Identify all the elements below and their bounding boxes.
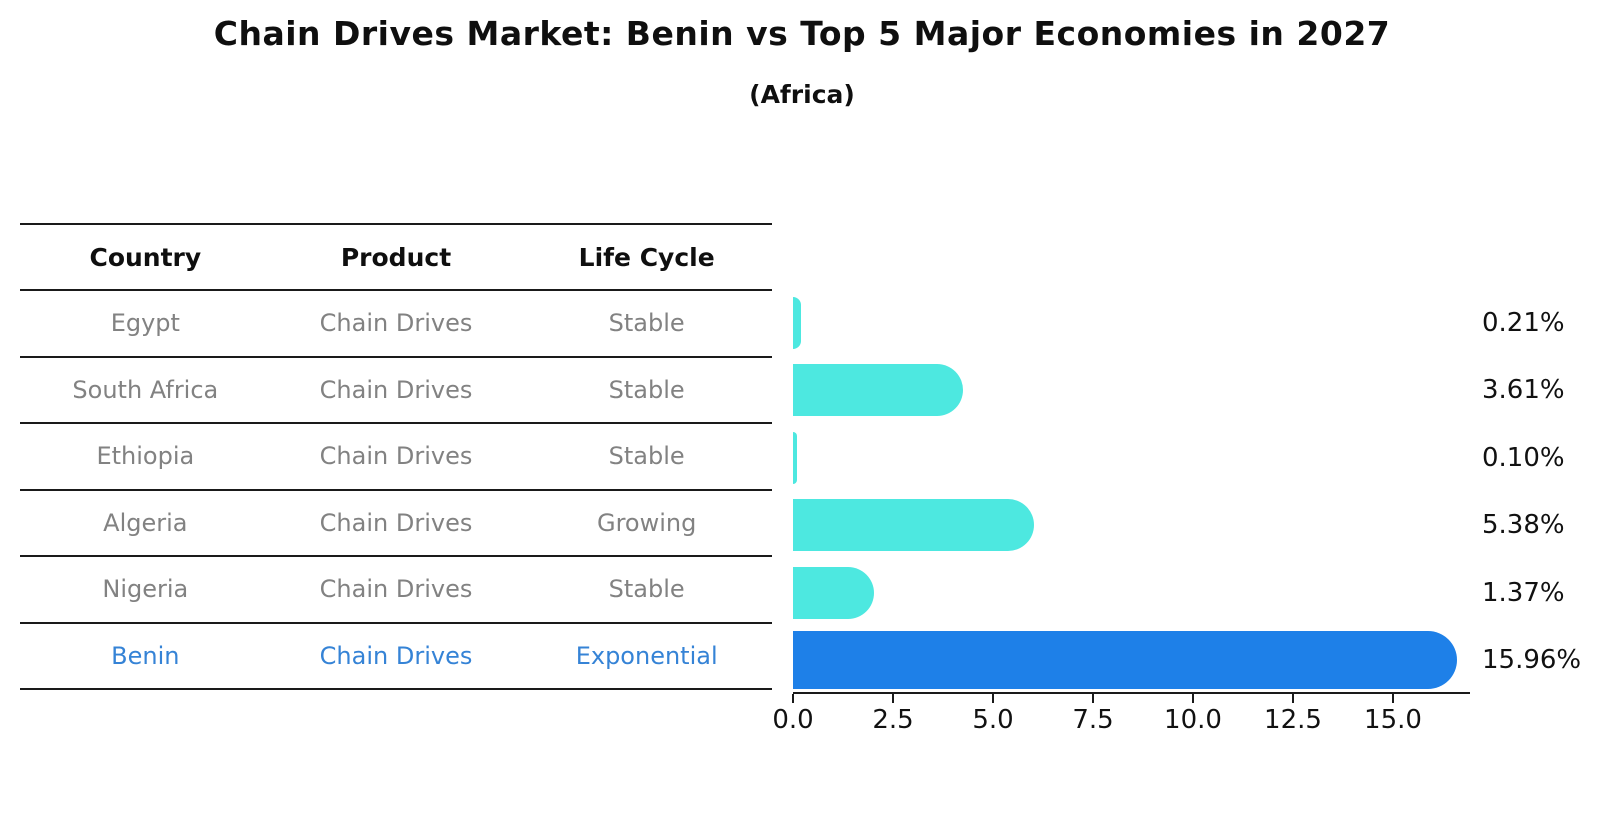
- value-label-egypt: 0.21%: [1482, 307, 1565, 338]
- table-cell-product: Chain Drives: [319, 309, 473, 338]
- chart-title: Chain Drives Market: Benin vs Top 5 Majo…: [213, 14, 1391, 53]
- table-header-life-cycle: Life Cycle: [578, 242, 715, 272]
- table-cell-life-cycle: Stable: [608, 375, 685, 404]
- table-cell-country: Nigeria: [102, 575, 189, 604]
- x-tick-mark: [1092, 694, 1094, 703]
- table-cell-life-cycle: Stable: [608, 309, 685, 338]
- value-label-ethiopia: 0.10%: [1482, 442, 1565, 473]
- bar-benin: [793, 631, 1458, 690]
- table-cell-product: Chain Drives: [319, 575, 473, 604]
- table-header-country: Country: [89, 242, 202, 272]
- x-tick-label: 5.0: [972, 705, 1014, 735]
- bar-nigeria: [793, 566, 874, 619]
- table-row-algeria: Algeria Chain Drives Growing: [20, 491, 772, 557]
- table-row-egypt: Egypt Chain Drives Stable: [20, 291, 772, 358]
- table-cell-product: Chain Drives: [319, 442, 473, 471]
- bar-egypt: [793, 296, 802, 349]
- table-cell-life-cycle: Growing: [596, 508, 697, 537]
- bar-ethiopia: [793, 431, 797, 484]
- x-tick-label: 0.0: [772, 705, 814, 735]
- x-tick-mark: [892, 694, 894, 703]
- value-label-nigeria: 1.37%: [1482, 577, 1565, 608]
- x-tick-label: 2.5: [872, 705, 914, 735]
- value-label-benin: 15.96%: [1482, 645, 1582, 676]
- table-cell-life-cycle: Exponential: [575, 641, 718, 670]
- country-table: Country Product Life Cycle Egypt Chain Dr…: [20, 223, 772, 690]
- bar-algeria: [793, 499, 1035, 552]
- x-tick-mark: [792, 694, 794, 703]
- bar-south-africa: [793, 364, 964, 417]
- chart-subtitle: (Africa): [749, 80, 855, 109]
- table-cell-product: Chain Drives: [319, 508, 473, 537]
- table-cell-life-cycle: Stable: [608, 442, 685, 471]
- table-row-south-africa: South Africa Chain Drives Stable: [20, 358, 772, 424]
- x-tick-label: 7.5: [1072, 705, 1114, 735]
- table-cell-product: Chain Drives: [319, 375, 473, 404]
- table-header-row: Country Product Life Cycle: [20, 225, 772, 291]
- table-cell-country: Algeria: [103, 508, 188, 537]
- value-label-south-africa: 3.61%: [1482, 375, 1565, 406]
- x-tick-label: 15.0: [1364, 705, 1422, 735]
- x-tick-label: 12.5: [1264, 705, 1322, 735]
- x-tick-mark: [1192, 694, 1194, 703]
- table-row-benin: Benin Chain Drives Exponential: [20, 624, 772, 690]
- x-tick-mark: [1292, 694, 1294, 703]
- table-cell-country: South Africa: [72, 375, 219, 404]
- table-cell-country: Ethiopia: [96, 442, 195, 471]
- table-row-nigeria: Nigeria Chain Drives Stable: [20, 557, 772, 624]
- table-cell-country: Benin: [111, 641, 180, 670]
- x-tick-mark: [992, 694, 994, 703]
- plot-area: [793, 289, 1470, 694]
- x-tick-label: 10.0: [1164, 705, 1222, 735]
- x-tick-mark: [1392, 694, 1394, 703]
- table-cell-life-cycle: Stable: [608, 575, 685, 604]
- table-cell-country: Egypt: [110, 309, 180, 338]
- table-row-ethiopia: Ethiopia Chain Drives Stable: [20, 424, 772, 491]
- table-header-product: Product: [340, 242, 452, 272]
- value-label-algeria: 5.38%: [1482, 510, 1565, 541]
- table-cell-product: Chain Drives: [319, 641, 473, 670]
